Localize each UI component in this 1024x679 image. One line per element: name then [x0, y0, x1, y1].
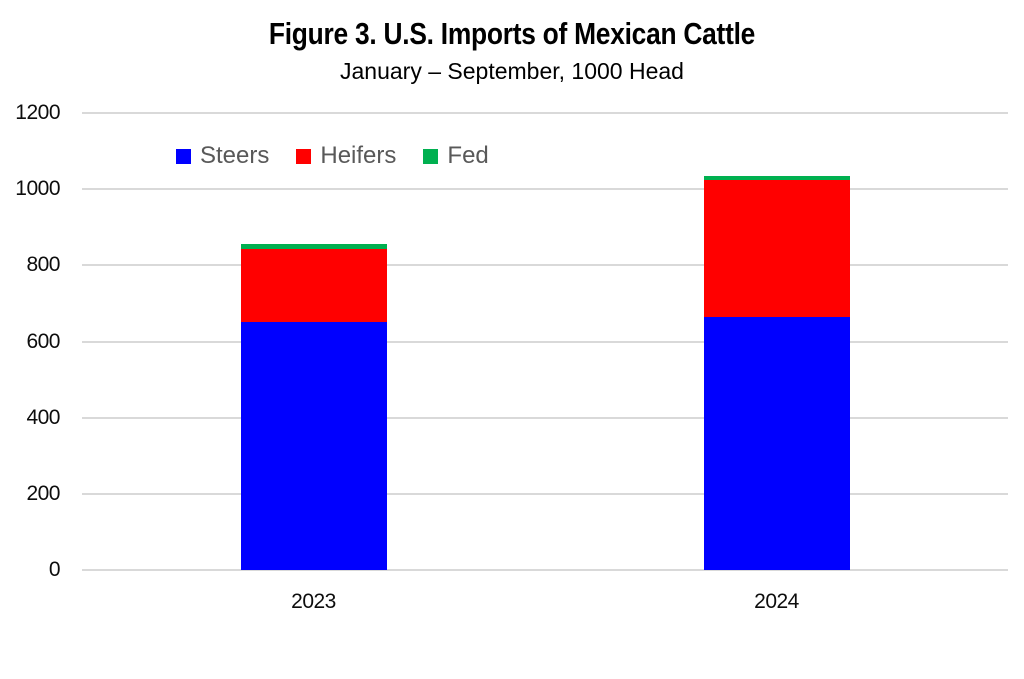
bar-segment-fed-2023: [240, 244, 387, 249]
bar-segment-steers-2024: [703, 316, 850, 570]
bar-segment-heifers-2024: [703, 180, 850, 317]
y-tick-label-600: 600: [26, 329, 60, 353]
legend-item-steers: Steers: [176, 142, 269, 170]
chart-subtitle: January – September, 1000 Head: [340, 58, 684, 84]
bar-segment-fed-2024: [703, 175, 850, 181]
gridline-y-0: [82, 569, 1008, 571]
legend-swatch-steers-icon: [176, 148, 191, 164]
bar-segment-heifers-2023: [240, 248, 387, 323]
legend-item-heifers: Heifers: [296, 142, 396, 170]
y-tick-label-200: 200: [26, 481, 60, 505]
gridline-y-1200: [82, 112, 1008, 114]
legend-label-heifers: Heifers: [320, 142, 397, 169]
y-tick-label-0: 0: [48, 558, 61, 581]
legend: Steers Heifers Fed: [176, 142, 489, 170]
gridline-y-800: [82, 264, 1008, 267]
gridline-y-400: [82, 416, 1008, 419]
gridline-y-600: [82, 340, 1008, 343]
x-tick-label-2024: 2024: [754, 590, 799, 613]
gridline-y-1000: [82, 188, 1008, 191]
legend-swatch-fed-icon: [423, 148, 439, 164]
x-tick-label-2023: 2023: [291, 590, 336, 613]
y-tick-label-1000: 1000: [15, 177, 60, 201]
legend-swatch-heifers-icon: [296, 148, 312, 164]
legend-label-fed: Fed: [447, 142, 489, 169]
gridline-y-200: [82, 492, 1008, 495]
chart-title: Figure 3. U.S. Imports of Mexican Cattle: [0, 16, 1024, 52]
legend-item-fed: Fed: [423, 142, 489, 170]
y-tick-label-400: 400: [26, 405, 60, 429]
y-tick-label-800: 800: [26, 253, 60, 277]
bar-segment-steers-2023: [240, 322, 387, 570]
chart-title-text: Figure 3. U.S. Imports of Mexican Cattle: [268, 16, 756, 51]
y-tick-label-1200: 1200: [15, 101, 60, 124]
legend-label-steers: Steers: [200, 142, 270, 169]
